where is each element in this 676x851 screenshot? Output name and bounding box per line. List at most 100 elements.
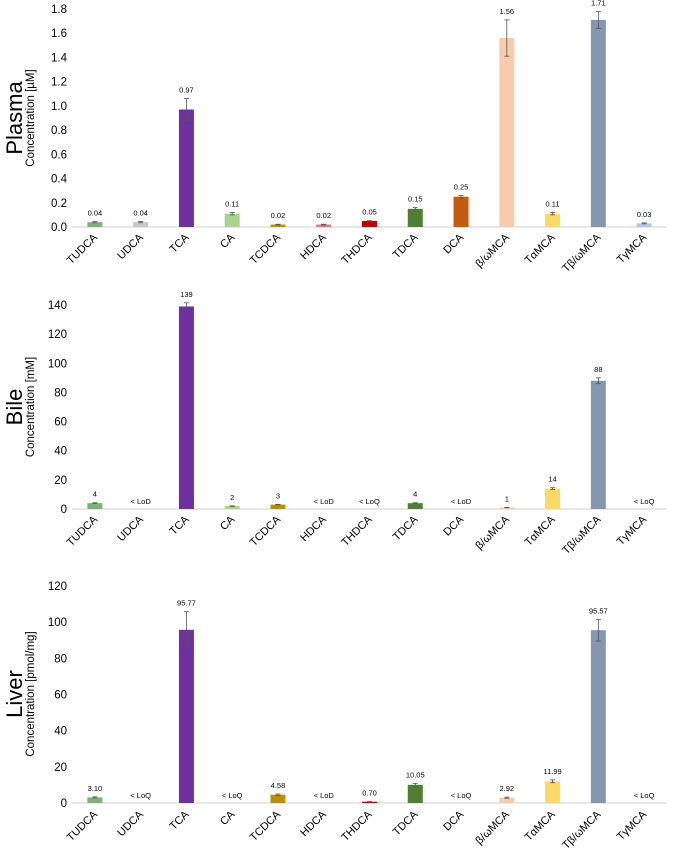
plasma-y-tick-label: 0.0 (51, 222, 67, 234)
bile-x-tick-label: CA (218, 513, 238, 533)
bile-data-label: < LoQ (634, 497, 655, 506)
plasma-x-tick-label: HDCA (298, 231, 329, 262)
plasma-bar (636, 223, 652, 227)
plasma-y-tick-label: 1.0 (51, 101, 67, 113)
plasma-bar (270, 224, 286, 227)
plasma-data-label: 0.02 (271, 211, 286, 220)
bile-data-label: 4 (413, 490, 417, 499)
liver-x-tick-label: CA (218, 808, 238, 828)
liver-x-tick-label: TCA (168, 808, 193, 833)
bile-y-tick-label: 0 (61, 504, 67, 516)
plasma-data-label: 0.05 (362, 207, 377, 216)
plasma-data-label: 0.11 (225, 199, 239, 208)
liver-y-tick-label: 80 (54, 653, 67, 665)
liver-y-tick-label: 0 (61, 798, 67, 810)
liver-data-label: < LoQ (222, 791, 243, 800)
plasma-bar (133, 222, 149, 227)
plasma-x-tick-label: TαMCA (523, 231, 558, 266)
plasma-y-tick-label: 0.6 (51, 149, 67, 161)
plasma-bar (407, 208, 423, 227)
liver-data-label: < LoQ (130, 791, 151, 800)
bile-x-tick-label: TCDCA (248, 513, 284, 549)
plasma-bar (545, 213, 561, 227)
plasma-x-tick-label: TCA (168, 231, 193, 256)
plasma-x-tick-label: TDCA (391, 231, 421, 261)
plasma-y-tick-label: 1.2 (51, 77, 67, 89)
bile-data-label: 2 (230, 493, 234, 502)
plasma-x-tick-label: CA (218, 231, 238, 251)
liver-y-tick-label: 20 (54, 762, 67, 774)
bile-data-label: < LoD (314, 497, 335, 506)
plasma-data-label: 1.56 (500, 7, 515, 16)
plasma-y-tick-label: 1.8 (51, 4, 67, 16)
bile-x-tick-label: TαMCA (523, 513, 558, 548)
liver-x-tick-label: UDCA (115, 808, 146, 839)
bile-x-tick-label: TDCA (391, 513, 421, 543)
plasma-x-tick-label: TUDCA (65, 231, 101, 267)
bile-x-tick-label: Tβ/ωMCA (560, 513, 604, 557)
liver-data-label: 11.99 (543, 767, 561, 776)
liver-data-label: 3.10 (88, 784, 103, 793)
plasma-data-label: 0.11 (546, 199, 560, 208)
plasma-x-tick-label: THDCA (339, 231, 375, 267)
liver-x-tick-label: TDCA (391, 808, 421, 838)
plasma-x-tick-label: TCDCA (248, 231, 284, 267)
liver-data-label: < LoD (314, 791, 335, 800)
liver-data-label: 95.77 (177, 599, 196, 608)
bile-x-tick-label: HDCA (298, 513, 329, 544)
liver-bar (87, 797, 103, 803)
liver-y-tick-label: 120 (48, 581, 67, 593)
liver-y-axis-label: Concentration [pmol/mg] (25, 631, 37, 756)
liver-bar (545, 781, 561, 803)
bile-bar (499, 507, 515, 509)
plasma-bar (362, 220, 377, 227)
liver-x-tick-label: THDCA (339, 808, 375, 844)
plasma-bar (453, 196, 469, 227)
plasma-y-tick-label: 0.4 (51, 174, 68, 186)
bile-y-tick-label: 80 (54, 387, 67, 399)
plasma-x-tick-label: β/ωMCA (473, 231, 512, 270)
liver-data-label: < LoQ (634, 791, 655, 800)
liver-x-tick-label: Tβ/ωMCA (560, 808, 604, 851)
bile-bar (590, 380, 606, 509)
bile-bar (270, 504, 286, 509)
plasma-x-tick-label: DCA (441, 231, 466, 256)
plasma-data-label: 0.03 (637, 210, 652, 219)
plasma-y-tick-label: 0.8 (51, 125, 67, 137)
bile-x-tick-label: TUDCA (65, 513, 101, 549)
plasma-data-label: 0.25 (454, 183, 469, 192)
bile-data-label: < LoD (451, 497, 472, 506)
liver-x-tick-label: TUDCA (65, 808, 101, 844)
bile-bar (407, 503, 423, 509)
bile-panel-label: Bile (2, 389, 27, 426)
bile-y-tick-label: 120 (48, 329, 67, 341)
bile-data-label: 139 (180, 290, 193, 299)
plasma-bar (224, 213, 240, 227)
plasma-bar (316, 224, 332, 227)
plasma-data-label: 0.04 (133, 209, 148, 218)
bile-x-tick-label: UDCA (115, 513, 146, 544)
liver-data-label: < LoQ (451, 791, 472, 800)
bile-y-tick-label: 60 (54, 417, 67, 429)
liver-bar (407, 784, 423, 803)
bile-x-tick-label: β/ωMCA (473, 513, 512, 552)
bile-x-tick-label: TγMCA (615, 513, 650, 548)
bile-data-label: 88 (594, 365, 602, 374)
plasma-y-tick-label: 1.6 (51, 28, 67, 40)
liver-data-label: 2.92 (500, 784, 515, 793)
plasma-x-tick-label: UDCA (115, 231, 146, 262)
liver-x-tick-label: DCA (441, 808, 466, 833)
liver-x-tick-label: TαMCA (523, 808, 558, 843)
bile-data-label: 14 (548, 475, 556, 484)
liver-data-label: 4.58 (271, 781, 286, 790)
bile-y-tick-label: 40 (54, 446, 67, 458)
bile-x-tick-label: THDCA (339, 513, 375, 549)
bile-y-tick-label: 140 (48, 300, 67, 312)
bile-bar (224, 506, 240, 509)
plasma-y-tick-label: 0.2 (51, 198, 67, 210)
liver-bar (178, 629, 194, 803)
liver-x-tick-label: TγMCA (615, 808, 650, 843)
plasma-y-tick-label: 1.4 (51, 52, 68, 64)
plasma-bar (499, 38, 515, 227)
